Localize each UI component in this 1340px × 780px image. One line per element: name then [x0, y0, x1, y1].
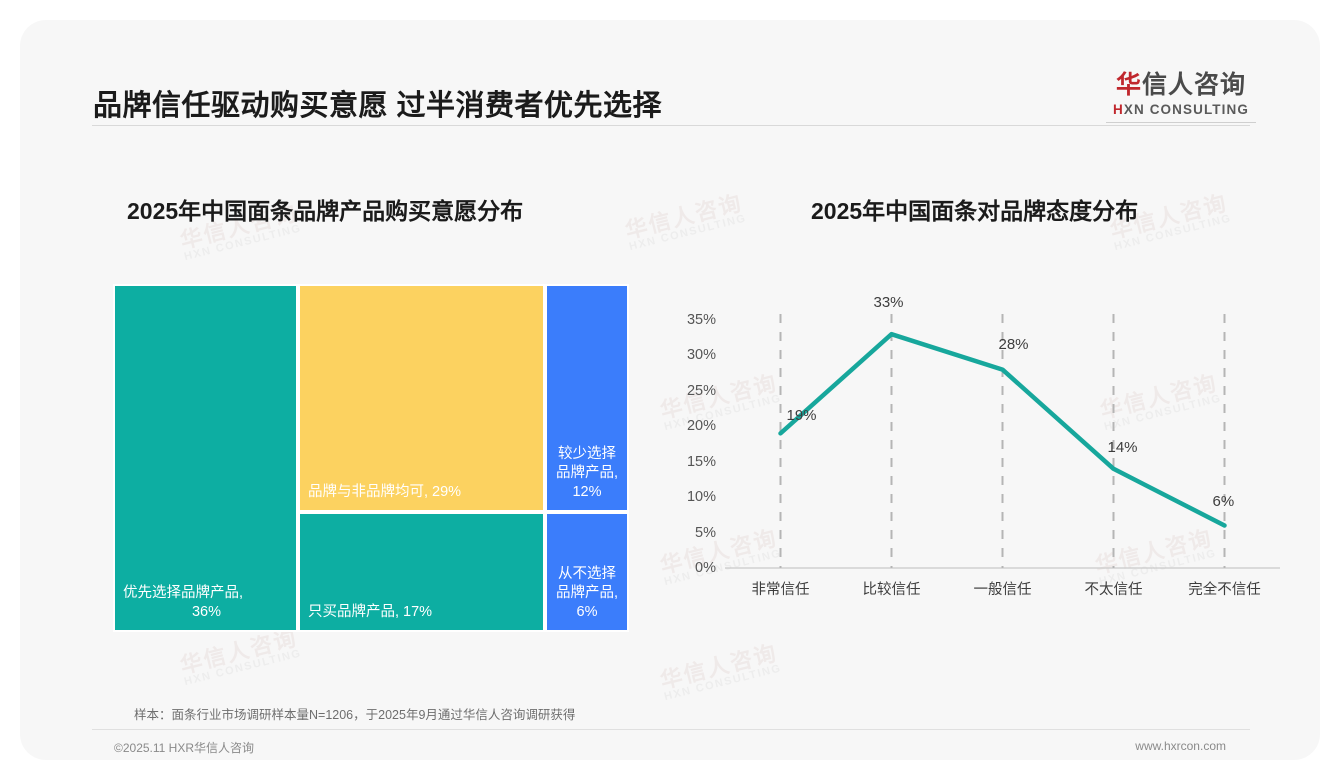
treemap-tile-label: 优先选择品牌产品, 36%	[115, 584, 296, 630]
logo-chinese-text: 华信人咨询	[1106, 70, 1256, 100]
sample-note: 样本：面条行业市场调研样本量N=1206，于2025年9月通过华信人咨询调研获得	[134, 708, 576, 722]
watermark-en: HXN CONSULTING	[182, 647, 303, 689]
y-axis-tick-label: 5%	[695, 524, 716, 541]
y-axis: 0% 5% 10% 15% 20% 25% 30% 35%	[660, 278, 716, 608]
x-axis-tick-label: 不太信任	[1084, 582, 1143, 598]
treemap-tile-label: 从不选择 品牌产品, 6%	[547, 565, 627, 630]
treemap-tile-label: 较少选择 品牌产品, 12%	[547, 445, 627, 510]
x-axis-tick-label: 一般信任	[973, 582, 1032, 598]
logo-english-text: HXN CONSULTING	[1106, 102, 1256, 117]
watermark-en: HXN CONSULTING	[662, 662, 783, 704]
data-point-label: 28%	[998, 335, 1029, 353]
logo-underline	[1106, 122, 1256, 123]
header-divider	[92, 125, 1250, 126]
treemap-tile-priority-brand[interactable]: 优先选择品牌产品, 36%	[113, 284, 298, 632]
treemap-tile-label-line1: 只买品牌产品, 17%	[308, 604, 433, 620]
slide-canvas: 华信人咨询 HXN CONSULTING 华信人咨询 HXN CONSULTIN…	[20, 20, 1320, 760]
treemap-tile-label-line2: 品牌产品,	[555, 585, 619, 601]
treemap-tile-only-brand[interactable]: 只买品牌产品, 17%	[298, 512, 545, 632]
y-axis-tick-label: 15%	[686, 453, 716, 470]
watermark: 华信人咨询 HXN CONSULTING	[177, 625, 303, 689]
watermark: 华信人咨询 HXN CONSULTING	[657, 640, 783, 704]
watermark: 华信人咨询 HXN CONSULTING	[622, 190, 748, 254]
y-axis-tick-label: 20%	[686, 418, 716, 435]
treemap-tile-brand-or-nonbrand[interactable]: 品牌与非品牌均可, 29%	[298, 284, 545, 512]
slide-header: 品牌信任驱动购买意愿 过半消费者优先选择 华信人咨询 HXN CONSULTIN…	[20, 20, 1320, 126]
point-value-labels: 19% 33% 28% 14% 6%	[660, 278, 1280, 608]
watermark-cn: 华信人咨询	[622, 190, 746, 244]
y-axis-tick-label: 30%	[686, 347, 716, 364]
treemap-tile-value: 36%	[191, 604, 222, 620]
logo-en-first-char: H	[1113, 102, 1124, 117]
watermark-cn: 华信人咨询	[657, 640, 781, 694]
y-axis-tick-label: 25%	[686, 382, 716, 399]
x-axis-tick-label: 比较信任	[862, 582, 921, 598]
x-axis-tick-label: 非常信任	[751, 582, 810, 598]
treemap-tile-label-line1: 较少选择	[558, 446, 616, 462]
footer-divider	[92, 729, 1250, 730]
copyright-text: ©2025.11 HXR华信人咨询	[114, 741, 254, 755]
data-point-label: 6%	[1212, 493, 1235, 511]
treemap-tile-label-line1: 从不选择	[558, 566, 616, 582]
treemap-tile-never-brand[interactable]: 从不选择 品牌产品, 6%	[545, 512, 629, 632]
line-chart: 0% 5% 10% 15% 20% 25% 30% 35% 19% 33% 28% 14% 6% 非常…	[660, 278, 1280, 608]
logo-en-rest: XN CONSULTING	[1123, 102, 1249, 117]
treemap-tile-label-line2: 品牌产品,	[555, 465, 619, 481]
data-point-label: 14%	[1107, 438, 1138, 456]
left-chart-title: 2025年中国面条品牌产品购买意愿分布	[127, 198, 524, 224]
logo-cn-rest: 信人咨询	[1142, 71, 1247, 99]
line-series	[778, 331, 1227, 528]
treemap-tile-value: 12%	[572, 484, 602, 500]
x-axis: 非常信任 比较信任 一般信任 不太信任 完全不信任	[660, 578, 1280, 608]
watermark-en: HXN CONSULTING	[627, 212, 748, 254]
treemap-tile-value: 6%	[576, 604, 598, 620]
logo-cn-first-char: 华	[1115, 71, 1142, 99]
gridlines	[779, 314, 1226, 568]
y-axis-tick-label: 35%	[686, 312, 716, 328]
y-axis-tick-label: 10%	[686, 489, 716, 506]
y-axis-tick-label: 0%	[695, 560, 716, 576]
watermark-en: HXN CONSULTING	[182, 222, 303, 264]
right-chart-title: 2025年中国面条对品牌态度分布	[811, 198, 1139, 224]
website-link[interactable]: www.hxrcon.com	[1135, 739, 1226, 753]
treemap-tile-label-line1: 优先选择品牌产品,	[123, 585, 244, 601]
x-axis-tick-label: 完全不信任	[1188, 582, 1261, 598]
data-point-label: 19%	[786, 407, 817, 425]
brand-logo: 华信人咨询 HXN CONSULTING	[1106, 70, 1256, 123]
treemap-tile-label: 只买品牌产品, 17%	[300, 603, 543, 630]
data-point-label: 33%	[873, 294, 904, 312]
watermark-cn: 华信人咨询	[177, 625, 301, 679]
treemap-tile-label: 品牌与非品牌均可, 29%	[300, 483, 543, 510]
treemap-tile-rarely-brand[interactable]: 较少选择 品牌产品, 12%	[545, 284, 629, 512]
line-chart-plot	[725, 314, 1280, 569]
page-title: 品牌信任驱动购买意愿 过半消费者优先选择	[93, 90, 663, 122]
treemap-chart: 优先选择品牌产品, 36% 品牌与非品牌均可, 29% 只买品牌产品, 17% …	[113, 284, 629, 632]
treemap-tile-label-line1: 品牌与非品牌均可, 29%	[308, 484, 462, 500]
